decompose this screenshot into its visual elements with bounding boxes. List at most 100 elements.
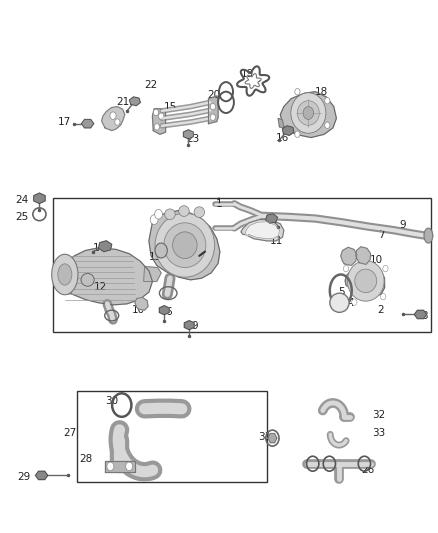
Text: 12: 12 <box>94 282 107 292</box>
Polygon shape <box>105 461 135 472</box>
Text: 15: 15 <box>164 102 177 111</box>
Text: 31: 31 <box>258 432 272 442</box>
Polygon shape <box>144 266 161 281</box>
Ellipse shape <box>155 209 162 219</box>
Polygon shape <box>283 126 294 135</box>
Text: 26: 26 <box>361 465 374 475</box>
Ellipse shape <box>295 88 300 95</box>
Text: 11: 11 <box>269 236 283 246</box>
Polygon shape <box>414 310 427 319</box>
Text: 33: 33 <box>372 428 385 438</box>
Polygon shape <box>265 214 278 223</box>
Ellipse shape <box>343 265 349 272</box>
Text: 10: 10 <box>131 305 145 315</box>
Ellipse shape <box>194 207 205 217</box>
Ellipse shape <box>154 124 159 130</box>
Ellipse shape <box>352 299 357 305</box>
Polygon shape <box>356 247 371 264</box>
Ellipse shape <box>107 462 114 471</box>
Ellipse shape <box>126 462 133 471</box>
Text: 28: 28 <box>79 455 92 464</box>
Text: 18: 18 <box>315 87 328 96</box>
Polygon shape <box>99 241 112 252</box>
Bar <box>77 391 267 482</box>
Polygon shape <box>345 266 385 296</box>
Text: 9: 9 <box>191 321 198 331</box>
Text: 9: 9 <box>399 220 406 230</box>
Text: 29: 29 <box>18 472 31 482</box>
Polygon shape <box>81 119 94 128</box>
Polygon shape <box>341 247 357 265</box>
Ellipse shape <box>153 109 159 116</box>
Polygon shape <box>184 130 193 139</box>
Text: 1: 1 <box>215 199 223 208</box>
Polygon shape <box>102 107 125 131</box>
Text: 5: 5 <box>338 287 345 297</box>
Text: 20: 20 <box>207 90 220 100</box>
Ellipse shape <box>291 93 326 133</box>
Text: 4: 4 <box>347 298 354 308</box>
Ellipse shape <box>155 213 215 277</box>
Ellipse shape <box>297 101 319 125</box>
Text: 17: 17 <box>58 117 71 126</box>
Ellipse shape <box>355 269 377 293</box>
Polygon shape <box>129 97 141 106</box>
Ellipse shape <box>110 112 116 119</box>
Ellipse shape <box>381 294 386 300</box>
Ellipse shape <box>210 103 215 110</box>
Text: 13: 13 <box>149 252 162 262</box>
Text: 21: 21 <box>116 98 129 107</box>
Polygon shape <box>184 321 194 329</box>
Text: 19: 19 <box>241 69 254 78</box>
Text: 14: 14 <box>93 243 106 253</box>
Polygon shape <box>149 211 220 280</box>
Text: 10: 10 <box>370 255 383 265</box>
Polygon shape <box>280 92 336 138</box>
Text: 25: 25 <box>15 213 28 222</box>
Text: 23: 23 <box>186 134 199 143</box>
Ellipse shape <box>424 228 433 243</box>
Text: 32: 32 <box>372 410 385 419</box>
Text: 6: 6 <box>165 307 172 317</box>
Polygon shape <box>268 433 277 443</box>
Polygon shape <box>241 220 284 241</box>
Ellipse shape <box>347 261 384 301</box>
Ellipse shape <box>165 209 175 220</box>
Ellipse shape <box>58 264 72 285</box>
Ellipse shape <box>210 114 215 120</box>
Ellipse shape <box>52 254 78 295</box>
Ellipse shape <box>115 119 120 125</box>
Polygon shape <box>61 248 152 305</box>
Text: 30: 30 <box>105 396 118 406</box>
Ellipse shape <box>330 293 349 312</box>
Ellipse shape <box>150 215 158 224</box>
Ellipse shape <box>159 113 164 119</box>
Ellipse shape <box>155 243 167 258</box>
Ellipse shape <box>295 131 300 138</box>
Ellipse shape <box>383 265 388 272</box>
Ellipse shape <box>325 98 330 104</box>
Polygon shape <box>245 222 279 239</box>
Text: 8: 8 <box>360 255 367 265</box>
Ellipse shape <box>164 223 206 268</box>
Ellipse shape <box>173 232 197 259</box>
Ellipse shape <box>303 107 314 119</box>
Text: 22: 22 <box>145 80 158 90</box>
Polygon shape <box>135 297 148 310</box>
Text: 24: 24 <box>15 195 28 205</box>
Polygon shape <box>34 193 45 204</box>
Text: 3: 3 <box>421 311 428 320</box>
Text: 2: 2 <box>378 305 385 315</box>
Polygon shape <box>208 96 218 124</box>
Ellipse shape <box>81 273 94 286</box>
Text: 27: 27 <box>64 428 77 438</box>
Polygon shape <box>159 306 169 314</box>
Text: 7: 7 <box>378 230 385 239</box>
Ellipse shape <box>325 122 330 128</box>
Text: 16: 16 <box>276 133 289 142</box>
Bar <box>53 198 431 332</box>
Ellipse shape <box>179 206 189 216</box>
Polygon shape <box>35 471 48 480</box>
Polygon shape <box>152 109 166 134</box>
Polygon shape <box>278 118 284 128</box>
